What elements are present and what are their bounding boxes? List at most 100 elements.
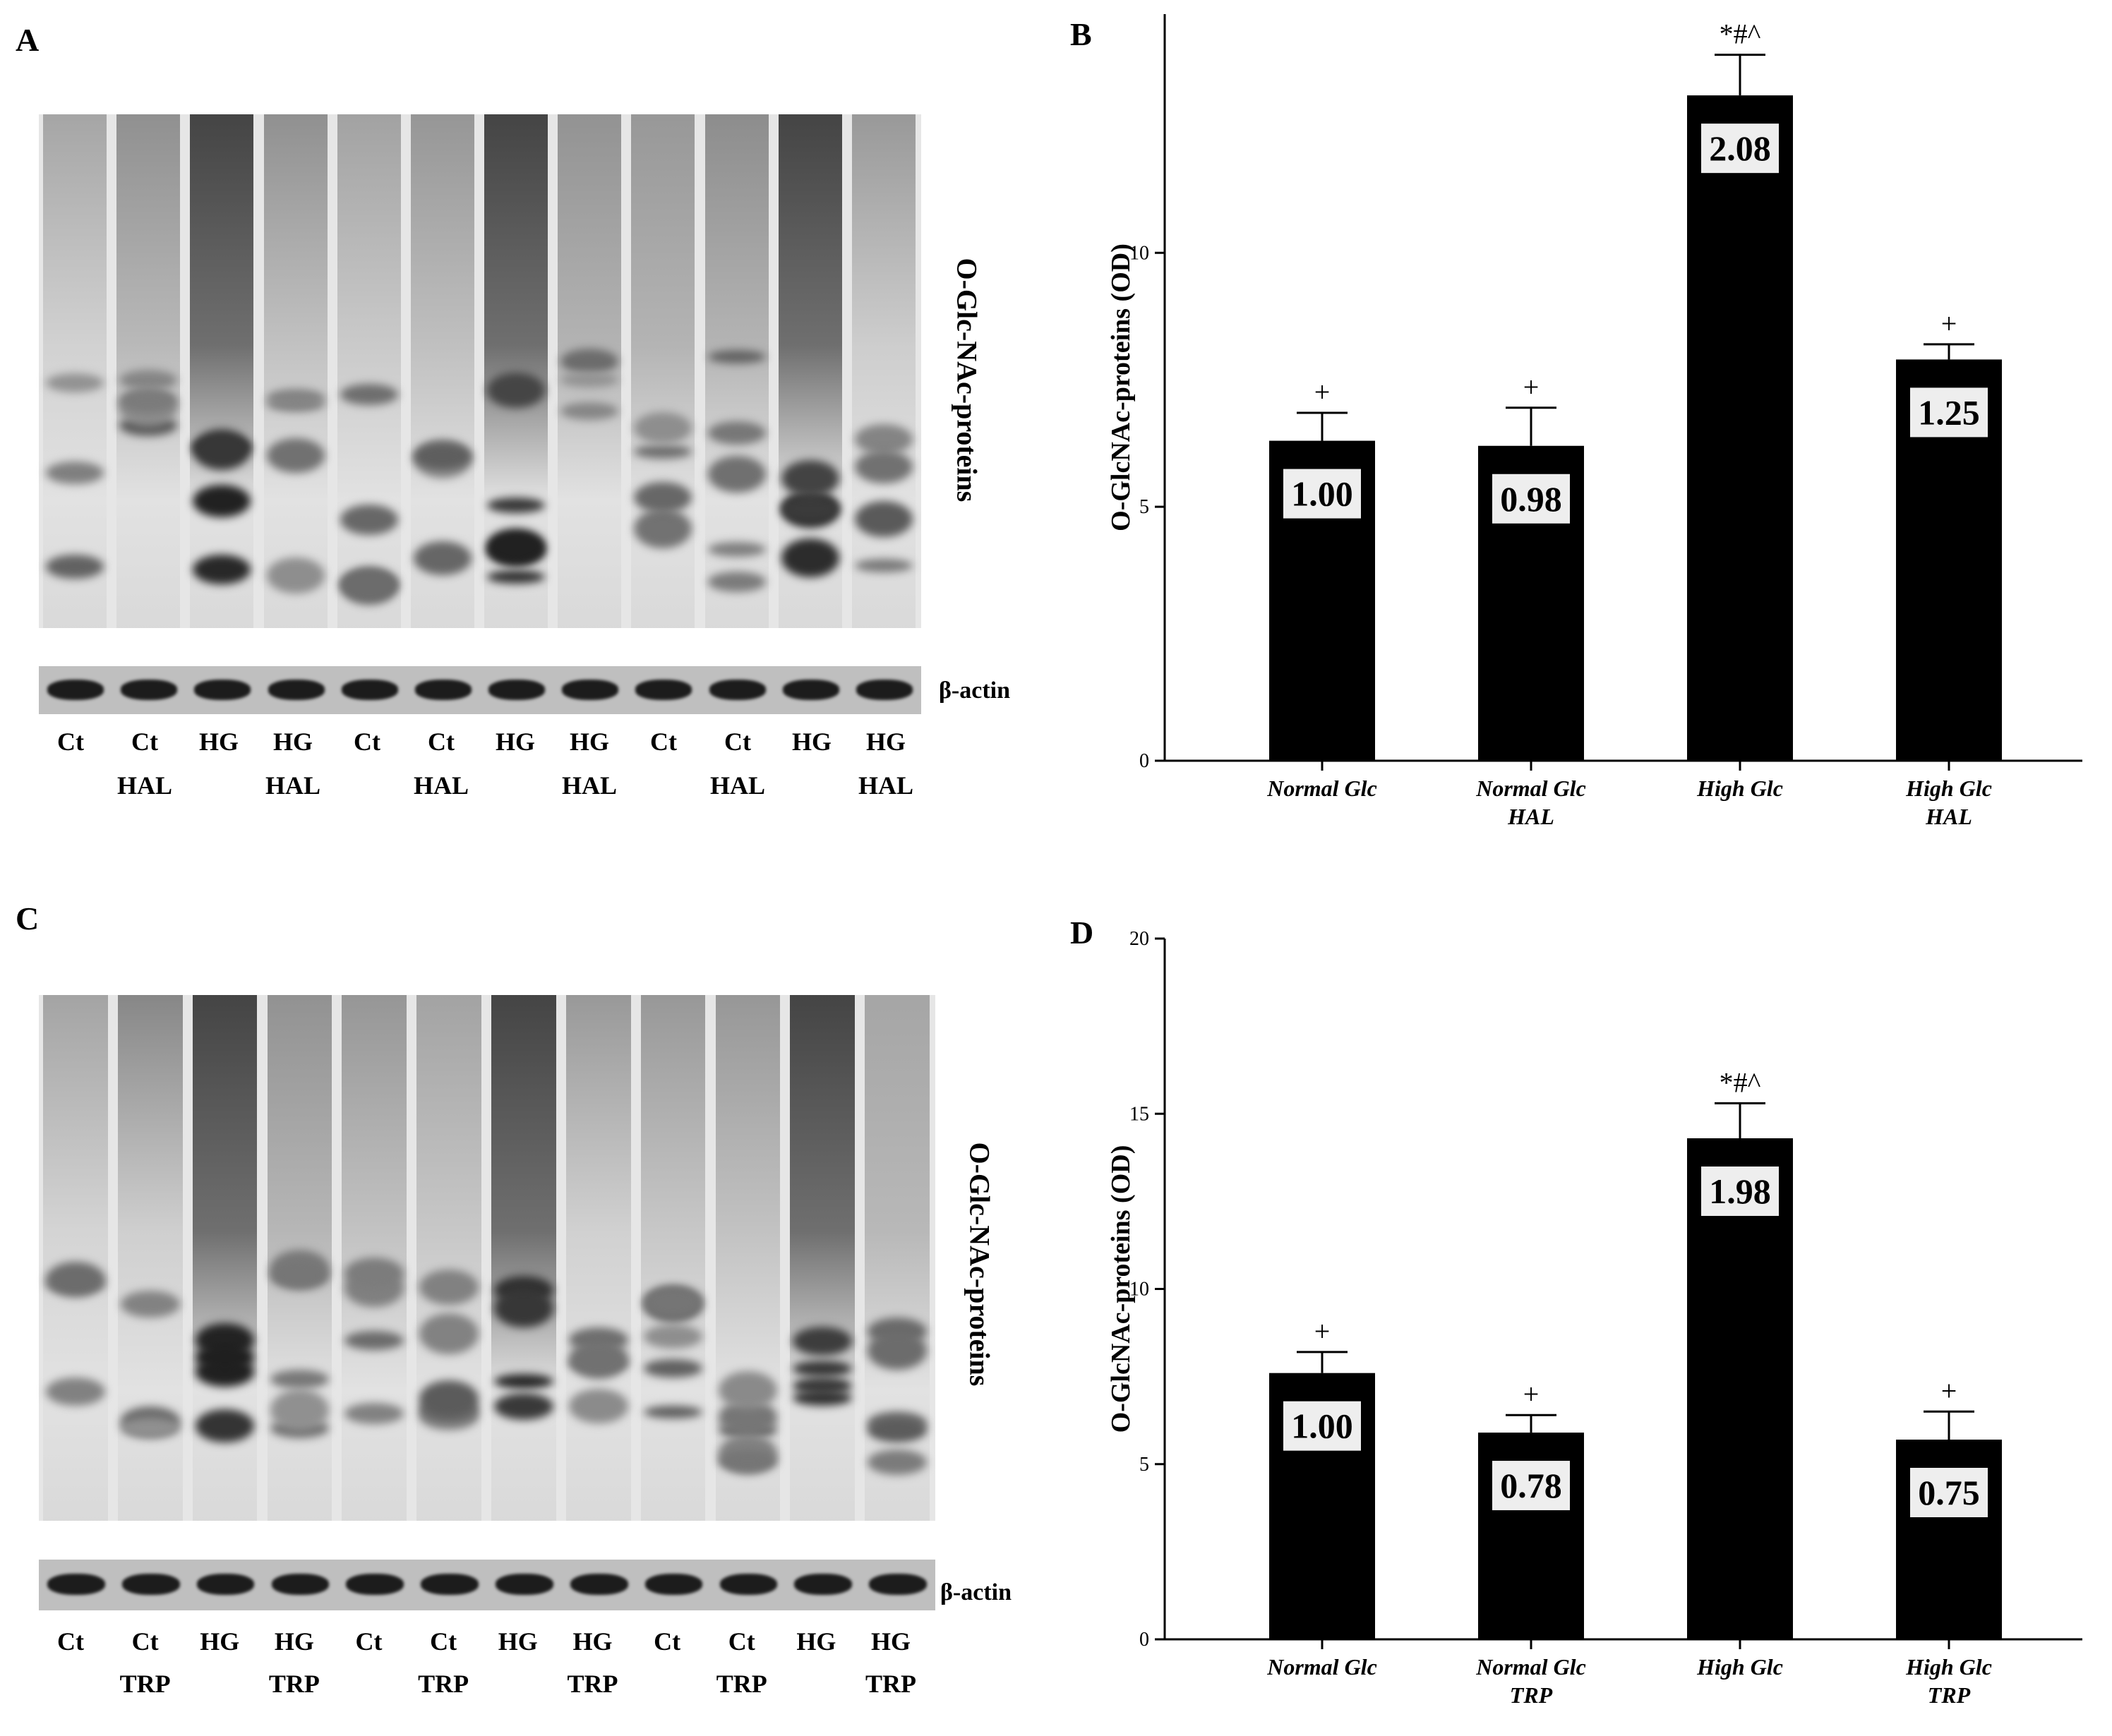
ratio-label-box (1701, 123, 1779, 174)
lane-label-bottom: TRP (119, 1670, 171, 1698)
lane-label-top: Ct (724, 728, 751, 756)
blot-band (46, 461, 104, 485)
lane-label-bottom: TRP (865, 1670, 916, 1698)
ratio-label: 1.00 (1291, 474, 1353, 514)
lane-label-top: Ct (728, 1627, 755, 1656)
ratio-label-box (1701, 1167, 1779, 1217)
lane-label-top: HG (498, 1627, 538, 1656)
ratio-label-box (1910, 1467, 1988, 1517)
ratio-label: 0.78 (1500, 1466, 1562, 1505)
actin-band (856, 680, 913, 700)
actin-band (194, 680, 251, 700)
blot-band (793, 1360, 853, 1378)
actin-band (346, 1574, 404, 1596)
blot-band (487, 529, 546, 564)
blot-band (487, 497, 546, 514)
lane-label-top: HG (796, 1627, 836, 1656)
x-tick-label: Normal Glc (1266, 1654, 1377, 1680)
lane-label-top: Ct (131, 728, 158, 756)
blot-band (270, 1262, 330, 1289)
blot-band (560, 372, 619, 387)
significance-marker: + (1523, 371, 1540, 403)
y-tick-label: 0 (1139, 750, 1149, 772)
actin-band (496, 1574, 553, 1596)
actin-band (196, 1574, 255, 1596)
blot-band (707, 456, 766, 493)
blot-lane (43, 114, 107, 628)
blot-band (718, 1371, 778, 1410)
significance-marker: *#^ (1720, 1066, 1761, 1098)
ratio-label: 1.25 (1918, 392, 1980, 432)
blot-band (195, 1409, 255, 1443)
x-tick-label: High Glc (1696, 1654, 1783, 1680)
blot-lane (565, 995, 631, 1521)
blot-band (120, 1418, 180, 1438)
actin-band (782, 680, 839, 700)
actin-band (869, 1574, 927, 1596)
ratio-label-box (1283, 1401, 1361, 1451)
blot-band (193, 485, 251, 518)
chart-d: 0 5 10 15 20 O-GlcNAc-proteins (OD) +1.00 Norma… (1106, 928, 2082, 1708)
blot-lane (263, 114, 328, 628)
y-tick-label: 10 (1129, 1279, 1149, 1301)
x-tick-label: Normal Glc (1475, 1654, 1586, 1680)
blot-band (707, 421, 766, 445)
lane-label-top: HG (495, 728, 535, 756)
blot-band (340, 567, 398, 605)
bar (1687, 95, 1793, 761)
blot-band (634, 411, 692, 445)
blot-band (634, 481, 692, 514)
actin-band (268, 680, 325, 700)
lane-label-top: HG (569, 728, 609, 756)
panel-letter-b: B (1070, 16, 1092, 52)
y-tick-label: 0 (1139, 1629, 1149, 1651)
lane-label-top: HG (791, 728, 832, 756)
blot-band (193, 429, 251, 471)
lane-label-bottom: TRP (418, 1670, 469, 1698)
blot-band (270, 1370, 330, 1390)
blot-lane (337, 114, 401, 628)
x-tick-label: High Glc (1696, 776, 1783, 801)
actin-band (341, 680, 398, 700)
blot-band (568, 1389, 628, 1423)
blot-band (793, 1327, 853, 1356)
blot-band (854, 500, 913, 537)
lane-label-top: HG (272, 728, 313, 756)
blot-band (344, 1403, 404, 1425)
blot-lane (117, 995, 183, 1521)
blot-band (634, 508, 692, 549)
panel-letter-c: C (16, 900, 40, 936)
lane-label-top: HG (572, 1627, 613, 1656)
lane-label-top: Ct (428, 728, 455, 756)
actin-band (488, 680, 546, 700)
blot-band (119, 369, 178, 390)
x-tick-label: High Glc (1905, 776, 1992, 801)
lane-label-top: Ct (430, 1627, 457, 1656)
actin-band (562, 680, 619, 700)
actin-band (794, 1574, 853, 1596)
x-tick-label: HAL (1507, 804, 1554, 829)
blot-band (568, 1340, 628, 1379)
blot-band (781, 496, 839, 522)
actin-band (271, 1574, 330, 1596)
lane-label-top: HG (198, 728, 239, 756)
blot-band (854, 558, 913, 572)
actin-band (47, 1574, 105, 1596)
panel-letter-a: A (16, 22, 40, 58)
blot-band (340, 504, 398, 536)
actin-c-strip (39, 1560, 935, 1610)
lane-label-top: Ct (57, 1627, 84, 1656)
actin-band (421, 1574, 479, 1596)
lane-label-top: HG (274, 1627, 314, 1656)
blot-band (119, 388, 178, 414)
actin-band (709, 680, 766, 700)
actin-band (644, 1574, 703, 1596)
blot-band (643, 1405, 703, 1419)
blot-band (46, 1377, 105, 1406)
ratio-label-box (1492, 474, 1570, 524)
blot-band (266, 396, 325, 412)
blot-band (868, 1449, 927, 1476)
blot-band (854, 450, 913, 484)
blot-band (419, 1269, 479, 1305)
blot-band (854, 424, 913, 454)
